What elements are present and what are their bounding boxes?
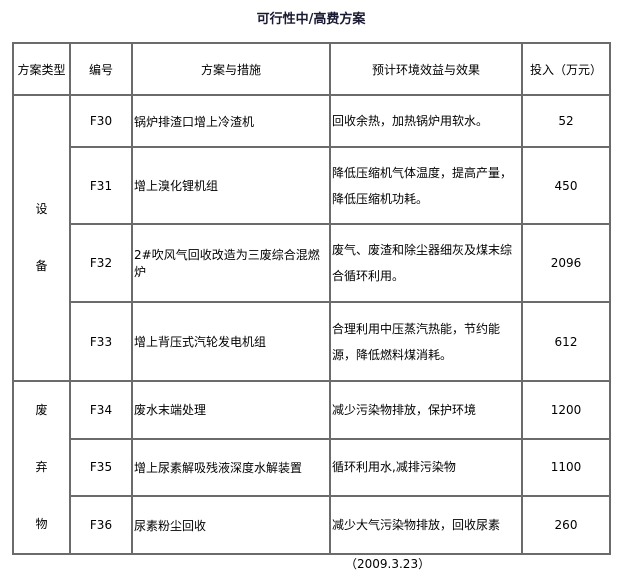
plan-effect: 废气、废渣和除尘器细灰及煤末综 合循环利用。 (329, 223, 523, 303)
plan-investment: 1200 (521, 380, 611, 440)
plan-investment: 612 (521, 301, 611, 382)
type-char: 设 (35, 202, 48, 216)
table-row: F36 尿素粉尘回收 减少大气污染物排放，回收尿素 260 (13, 495, 611, 555)
header-investment: 投入（万元） (521, 42, 611, 96)
date-note: （2009.3.23） (345, 557, 431, 571)
type-char: 物 (35, 517, 48, 531)
plan-measure: 废水末端处理 (131, 380, 331, 440)
plan-id: F31 (69, 146, 133, 225)
type-char: 备 (35, 259, 48, 273)
plan-effect: 减少污染物排放，保护环境 (329, 380, 523, 440)
effect-line: 循环利用水,减排污染物 (332, 460, 456, 475)
plan-effect: 循环利用水,减排污染物 (329, 437, 523, 498)
plan-investment: 260 (521, 495, 611, 555)
effect-line: 废气、废渣和除尘器细灰及煤末综 (332, 243, 513, 257)
effect-line: 降低压缩机功耗。 (332, 191, 429, 206)
plan-measure: 增上背压式汽轮发电机组 (131, 301, 331, 382)
header-effect: 预计环境效益与效果 (329, 42, 523, 96)
plan-id: F30 (69, 94, 133, 148)
plan-type-cell: 废弃物 (12, 380, 71, 555)
table-row: 设备 F30 锅炉排渣口增上冷渣机 回收余热，加热锅炉用软水。 52 (12, 94, 611, 382)
plan-measure: 锅炉排渣口增上冷渣机 (131, 94, 331, 148)
effect-line: 降低压缩机气体温度，提高产量， (332, 165, 513, 180)
plan-measure: 尿素粉尘回收 (131, 495, 331, 555)
table-row: F31 增上溴化锂机组 降低压缩机气体温度，提高产量， 降低压缩机功耗。 450 (13, 146, 611, 225)
plan-effect: 降低压缩机气体温度，提高产量， 降低压缩机功耗。 (329, 146, 523, 225)
table-row: 废弃物 F34 废水末端处理 减少污染物排放，保护环境 1200 (12, 380, 611, 555)
effect-line: 源，降低燃料煤消耗。 (332, 347, 453, 362)
plan-id: F34 (69, 380, 133, 440)
header-id: 编号 (69, 42, 133, 96)
header-type: 方案类型 (12, 42, 71, 96)
plan-measure: 2#吹风气回收改造为三废综合混燃炉 (131, 223, 331, 303)
effect-line: 合循环利用。 (332, 269, 405, 283)
page-title: 可行性中/高费方案 (256, 12, 366, 27)
plan-effect: 合理利用中压蒸汽热能，节约能 源，降低燃料煤消耗。 (329, 301, 523, 382)
plan-investment: 1100 (521, 437, 611, 498)
plan-investment: 52 (521, 94, 611, 148)
table-row: F32 2#吹风气回收改造为三废综合混燃炉 废气、废渣和除尘器细灰及煤末综 合循环利用… (13, 223, 611, 303)
plan-investment: 2096 (521, 223, 611, 303)
effect-line: 回收余热，加热锅炉用软水。 (332, 114, 489, 128)
plan-id: F32 (69, 223, 133, 303)
plan-type-cell: 设备 (12, 94, 71, 382)
effect-line: 合理利用中压蒸汽热能，节约能 (332, 321, 501, 336)
header-measure: 方案与措施 (131, 42, 331, 96)
table-row: F35 增上尿素解吸残液深度水解装置 循环利用水,减排污染物 1100 (13, 437, 611, 498)
type-char: 废 (35, 403, 48, 417)
plan-id: F36 (69, 495, 133, 555)
plan-measure: 增上尿素解吸残液深度水解装置 (131, 437, 331, 498)
effect-line: 减少大气污染物排放，回收尿素 (332, 518, 501, 533)
effect-line: 减少污染物排放，保护环境 (332, 402, 477, 417)
plan-measure: 增上溴化锂机组 (131, 146, 331, 225)
plan-effect: 减少大气污染物排放，回收尿素 (329, 495, 523, 555)
plan-table: 方案类型 编号 方案与措施 预计环境效益与效果 投入（万元） 设备 F30 锅炉排渣… (12, 42, 611, 555)
table-row: F33 增上背压式汽轮发电机组 合理利用中压蒸汽热能，节约能 源，降低燃料煤消耗。 61… (13, 301, 611, 382)
plan-investment: 450 (521, 146, 611, 225)
plan-id: F33 (69, 301, 133, 382)
plan-id: F35 (69, 437, 133, 498)
type-char: 弃 (35, 460, 48, 474)
plan-effect: 回收余热，加热锅炉用软水。 (329, 94, 523, 148)
table-header-row: 方案类型 编号 方案与措施 预计环境效益与效果 投入（万元） (12, 42, 611, 96)
